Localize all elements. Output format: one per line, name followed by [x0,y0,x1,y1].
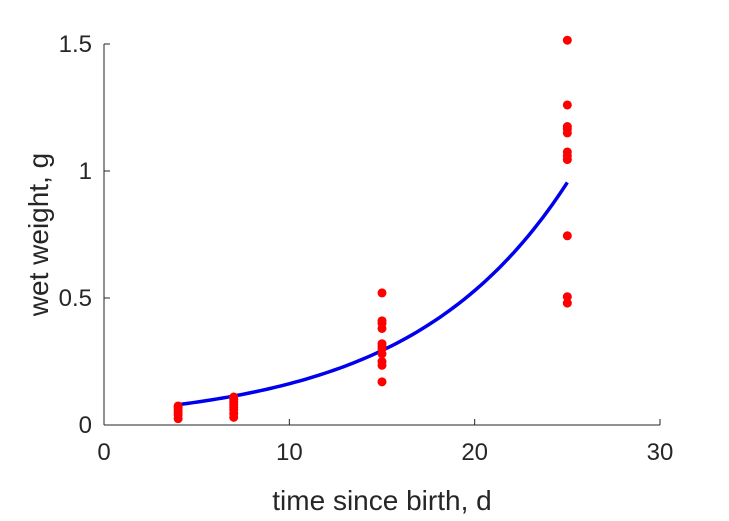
y-tick-label: 1 [79,158,92,185]
data-point [562,100,572,110]
data-point [562,292,572,302]
x-axis-label: time since birth, d [272,485,491,516]
x-ticks: 0 10 20 30 [97,419,673,466]
fit-layer [177,181,569,407]
fit-curve [177,181,569,407]
data-point [377,316,387,326]
x-tick-label: 20 [461,439,488,466]
y-tick-label: 0 [79,412,92,439]
y-tick-label: 0.5 [59,285,92,312]
axes [103,44,660,426]
x-tick-label: 0 [97,439,110,466]
data-point [377,357,387,366]
data-point [229,392,239,402]
x-tick-label: 30 [647,439,674,466]
data-point [173,401,183,411]
data-point [562,147,572,157]
data-point [562,122,572,132]
y-tick-label: 1.5 [59,31,92,58]
data-point [562,231,572,241]
y-ticks: 0 0.5 1 1.5 [59,31,110,439]
data-point [562,298,572,308]
points-layer [173,35,572,424]
y-axis-label: wet weight, g [23,153,54,317]
data-point [377,339,387,349]
data-point [377,288,387,298]
data-point [377,377,387,387]
data-point [562,35,572,45]
x-tick-label: 10 [276,439,303,466]
